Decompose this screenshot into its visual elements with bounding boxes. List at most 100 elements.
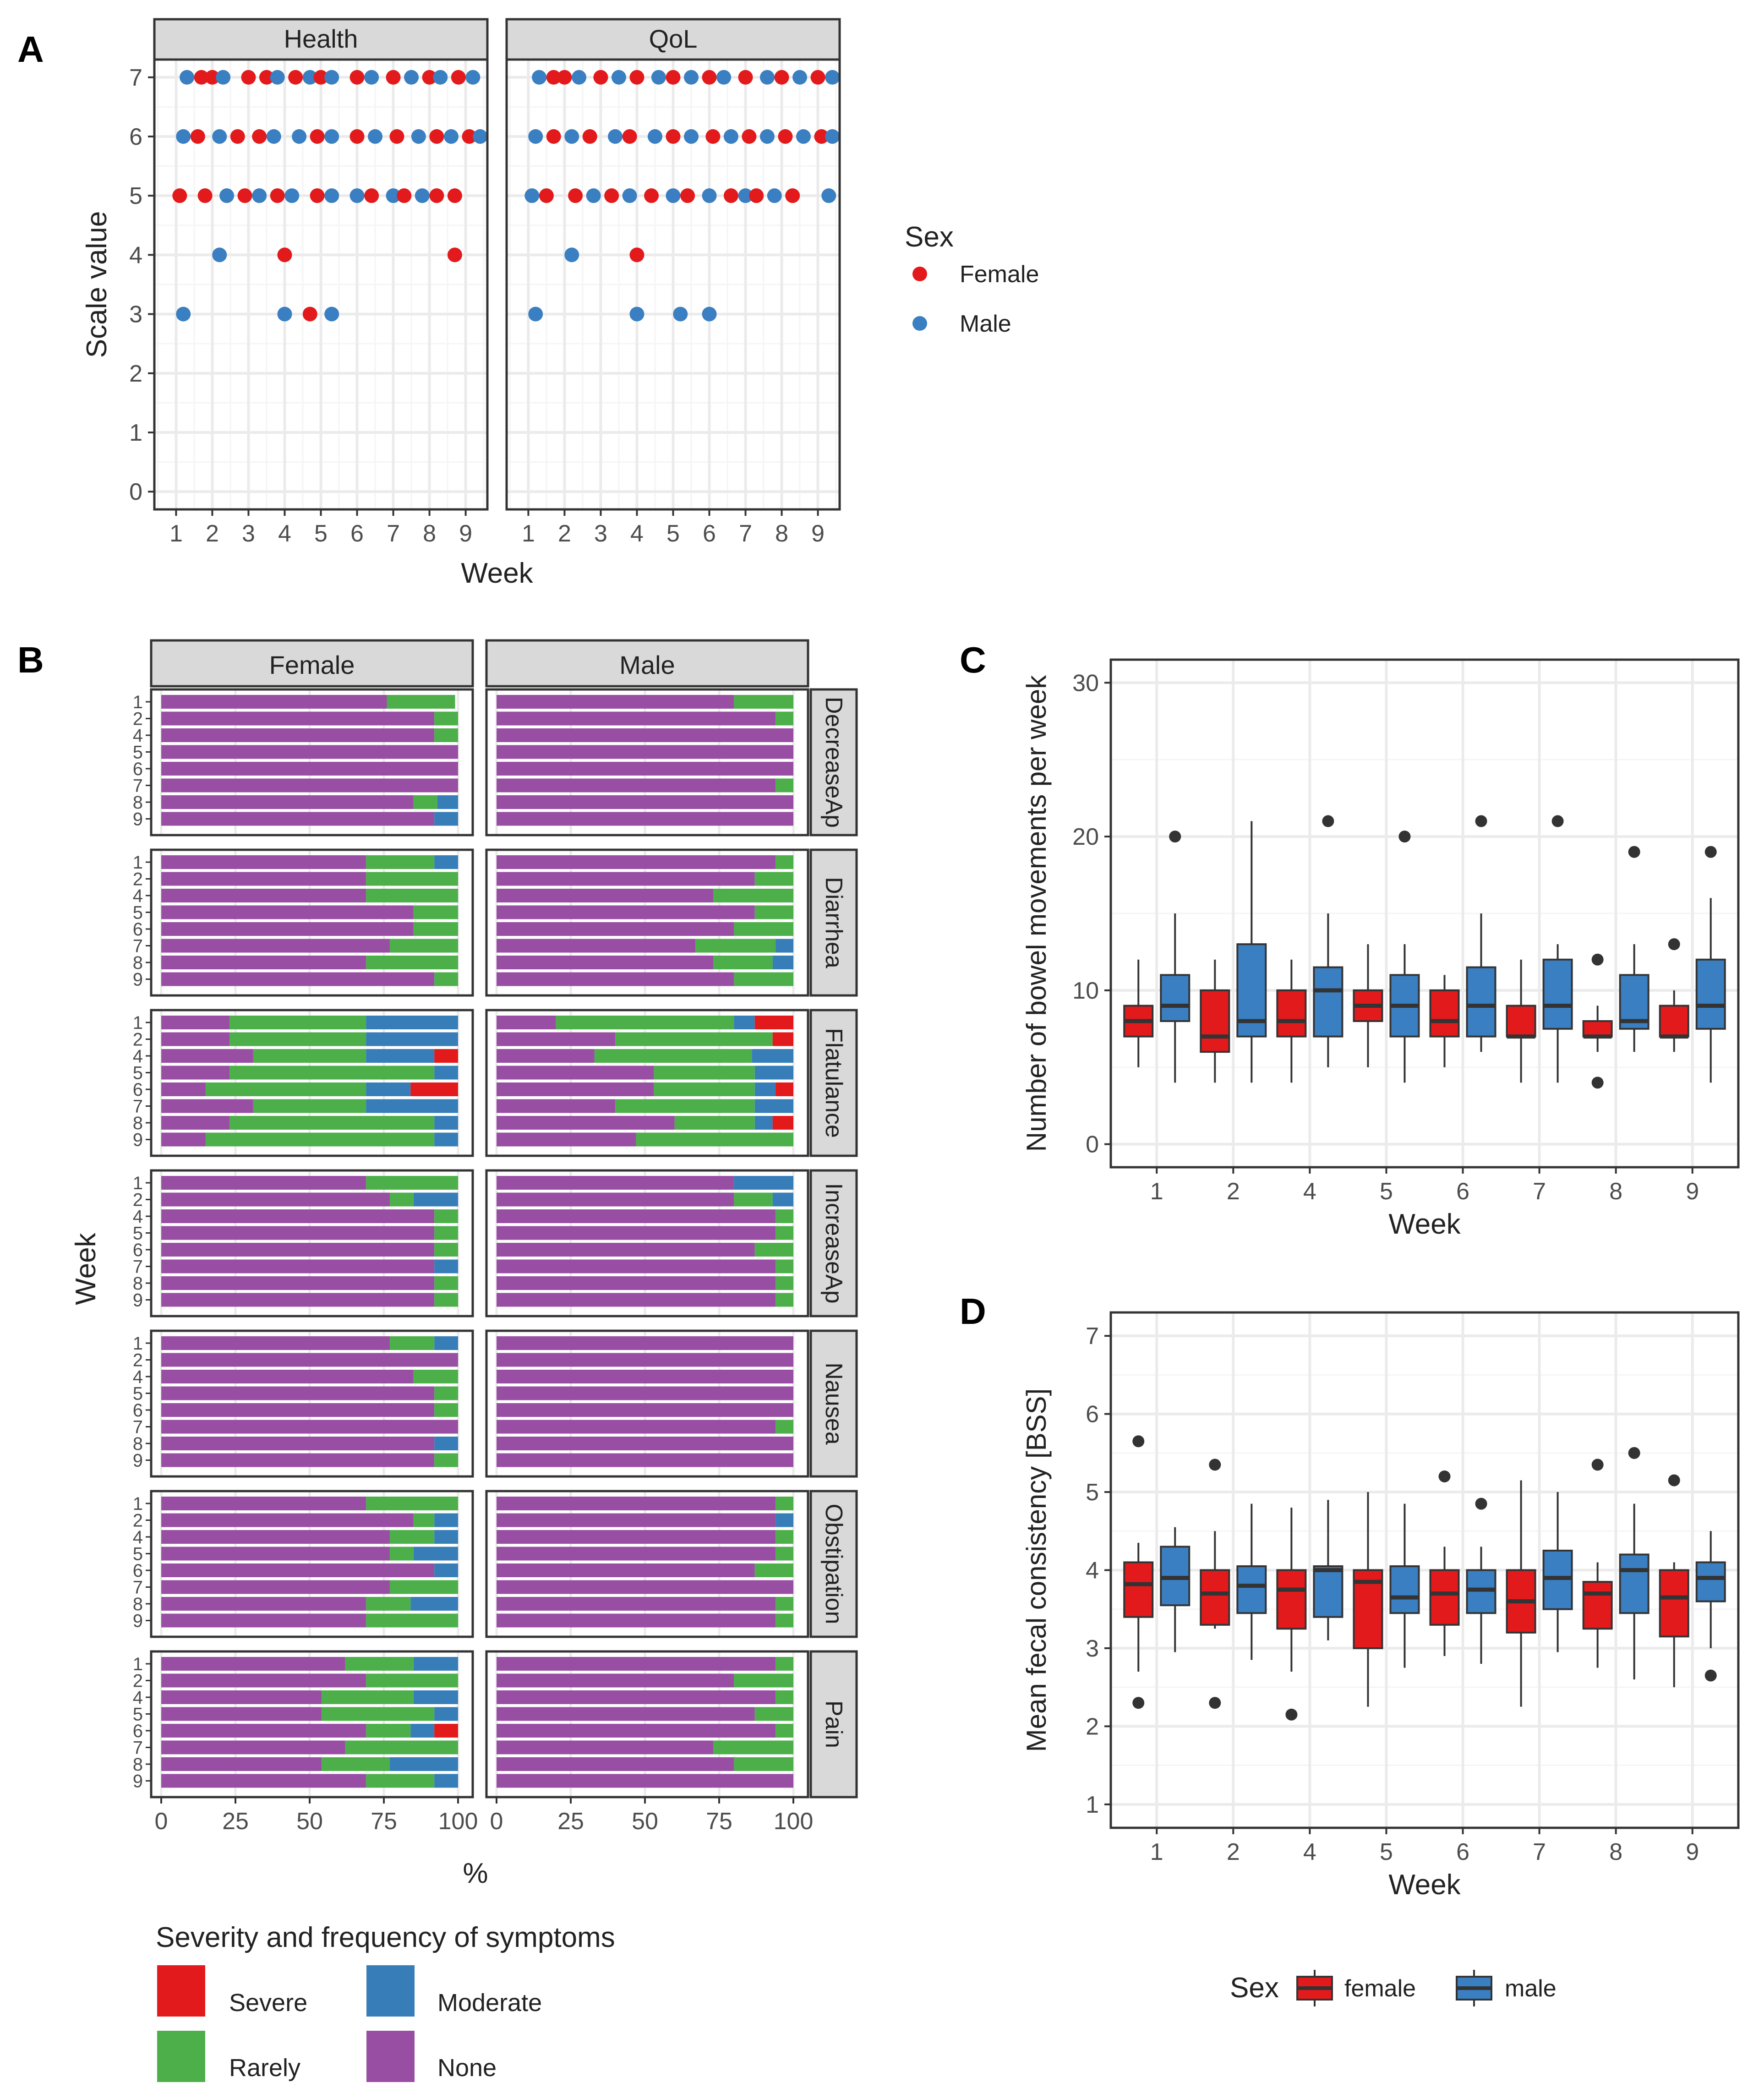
- panel-frame: [150, 1329, 474, 1478]
- bar-segment-moderate: [434, 1774, 458, 1788]
- bar-segment-rarely: [389, 1192, 414, 1207]
- outlier-point: [1322, 815, 1334, 827]
- bar-segment-none: [497, 778, 776, 793]
- outlier-point: [1438, 1470, 1451, 1482]
- data-point-male: [324, 70, 339, 85]
- data-point-male: [528, 129, 543, 144]
- bar-segment-moderate: [366, 1032, 458, 1046]
- legend-title: Sex: [1230, 1972, 1279, 2004]
- y-tick-label: 8: [133, 1594, 143, 1614]
- y-tick-label: 4: [133, 886, 143, 906]
- box-male: [1695, 1561, 1726, 1602]
- data-point-female: [462, 129, 477, 144]
- facet-strip-health: [153, 18, 489, 61]
- x-tick-label: 4: [278, 520, 291, 547]
- data-point-male: [586, 188, 601, 203]
- bar-segment-none: [161, 1243, 435, 1257]
- bar-segment-none: [161, 1513, 414, 1527]
- bar-segment-none: [161, 939, 390, 953]
- y-tick-label: 8: [133, 1755, 143, 1775]
- data-point-male: [404, 70, 419, 85]
- data-point-male: [180, 70, 195, 85]
- bar-segment-none: [497, 1453, 793, 1467]
- y-tick-label: 7: [133, 1097, 143, 1117]
- x-tick-label: 9: [459, 520, 472, 547]
- legend-key-male: [912, 316, 927, 331]
- bar-segment-severe: [410, 1082, 458, 1096]
- bar-segment-moderate: [434, 1066, 458, 1080]
- bar-segment-moderate: [434, 1116, 458, 1130]
- x-tick-label: 7: [1533, 1178, 1546, 1205]
- y-tick-label: 5: [129, 183, 142, 209]
- bar-segment-none: [161, 1293, 435, 1307]
- bar-segment-rarely: [345, 1657, 414, 1671]
- x-tick-label: 7: [739, 520, 752, 547]
- bar-segment-moderate: [410, 1597, 458, 1611]
- x-tick-label: 100: [774, 1808, 814, 1835]
- bar-segment-none: [161, 1259, 435, 1274]
- bar-segment-none: [161, 1740, 345, 1755]
- bar-segment-none: [497, 1276, 776, 1290]
- bar-segment-none: [161, 1437, 435, 1450]
- legend-label: Moderate: [437, 1989, 542, 2017]
- y-tick-label: 2: [129, 361, 142, 387]
- legend-label: Female: [960, 261, 1039, 288]
- data-point-male: [723, 129, 738, 144]
- y-tick-label: 4: [133, 1688, 143, 1708]
- bar-segment-none: [497, 956, 714, 969]
- bar-segment-rarely: [754, 905, 793, 919]
- y-tick-label: 4: [133, 1527, 143, 1547]
- y-axis-title: Week: [70, 1232, 102, 1305]
- column-strip-label: Male: [619, 650, 675, 679]
- data-point-male: [368, 129, 383, 144]
- y-axis-title: Number of bowel movements per week: [1021, 675, 1052, 1152]
- x-tick-label: 9: [811, 520, 825, 547]
- box-female: [1200, 1569, 1230, 1626]
- bar-segment-moderate: [772, 1192, 793, 1207]
- y-tick-label: 7: [133, 1417, 143, 1438]
- bar-segment-moderate: [434, 1336, 458, 1350]
- bar-segment-moderate: [410, 1724, 435, 1738]
- bar-segment-none: [161, 1757, 322, 1771]
- bar-segment-none: [161, 1774, 366, 1788]
- bar-segment-none: [161, 1420, 458, 1434]
- bar-segment-none: [497, 1403, 793, 1417]
- x-tick-label: 5: [1380, 1178, 1393, 1205]
- data-point-female: [622, 129, 637, 144]
- y-tick-label: 6: [133, 1721, 143, 1741]
- panel-d-fecal-consistency-boxplot: 1 2 4 5 6 7 8 9 1 2 3 4 5 6 7 Week Mean fecal consistenc…: [1021, 1311, 1740, 2006]
- bar-segment-rarely: [754, 1563, 793, 1577]
- box-female: [1659, 1005, 1689, 1038]
- data-point-female: [205, 70, 220, 85]
- legend-label: female: [1344, 1975, 1416, 2002]
- outlier-point: [1209, 1697, 1221, 1709]
- data-point-male: [608, 129, 623, 144]
- y-tick-label: 2: [133, 709, 143, 729]
- bar-segment-rarely: [713, 956, 773, 969]
- symptom-strip-label: Obstipation: [820, 1503, 847, 1624]
- data-point-female: [429, 129, 444, 144]
- data-point-female: [310, 188, 325, 203]
- bar-segment-none: [497, 1597, 776, 1611]
- panel-c-bowel-movements-boxplot: 1 2 4 5 6 7 8 9 0 10 20 30 Week Number of bowel movem…: [1021, 658, 1740, 1240]
- bar-segment-rarely: [366, 1497, 458, 1510]
- bar-segment-none: [497, 1032, 616, 1046]
- x-tick-label: 8: [1609, 1178, 1622, 1205]
- panel-frame: [485, 1009, 809, 1157]
- bar-segment-none: [497, 1563, 755, 1577]
- y-tick-label: 1: [133, 692, 143, 712]
- y-tick-label: 6: [129, 124, 142, 150]
- bar-segment-rarely: [734, 1757, 793, 1771]
- x-tick-label: 7: [387, 520, 400, 547]
- data-point-female: [277, 247, 292, 262]
- bar-segment-moderate: [437, 795, 458, 809]
- outlier-point: [1591, 1077, 1604, 1089]
- bar-segment-none: [497, 1209, 776, 1223]
- panel-label-b: B: [17, 640, 44, 680]
- bar-segment-none: [161, 1547, 390, 1561]
- x-tick-label: 6: [1456, 1839, 1469, 1865]
- bar-segment-none: [497, 1707, 755, 1721]
- bar-segment-none: [497, 922, 734, 936]
